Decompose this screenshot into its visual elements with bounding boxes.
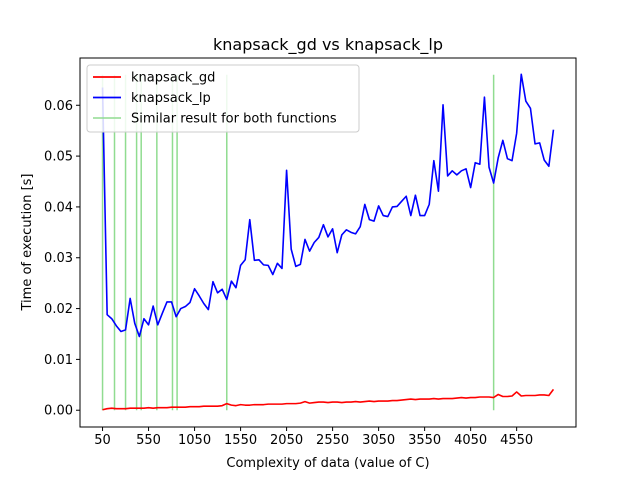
x-tick-label-1: 550 <box>136 433 161 448</box>
x-tick-label-5: 2550 <box>316 433 349 448</box>
x-axis: 50 550 1050 1550 2050 2550 3050 3550 4050 4550 <box>94 427 533 448</box>
y-axis-label: Time of execution [s] <box>20 173 35 311</box>
legend-label-0: knapsack_gd <box>131 71 215 86</box>
y-tick-label-1: 0.01 <box>44 353 73 368</box>
x-tick-label-0: 50 <box>94 433 111 448</box>
legend-box <box>86 64 360 133</box>
y-axis: 0.00 0.01 0.02 0.03 0.04 0.05 0.06 <box>44 99 80 419</box>
x-tick-label-6: 3050 <box>362 433 395 448</box>
legend: knapsack_gd knapsack_lp Similar result for… <box>86 64 360 133</box>
y-tick-label-0: 0.00 <box>44 404 73 419</box>
y-tick-label-2: 0.02 <box>44 302 73 317</box>
series-line-knapsack-lp <box>101 73 555 338</box>
series-line-knapsack-gd <box>102 388 555 411</box>
y-tick-label-3: 0.03 <box>44 251 73 266</box>
legend-label-2: Similar result for both functions <box>131 112 337 127</box>
y-tick-label-5: 0.05 <box>44 150 73 165</box>
x-tick-label-8: 4050 <box>454 433 487 448</box>
legend-label-1: knapsack_lp <box>131 91 211 106</box>
series-layer <box>101 73 555 411</box>
x-tick-label-3: 1550 <box>224 433 257 448</box>
y-tick-label-4: 0.04 <box>44 200 73 215</box>
x-tick-label-7: 3550 <box>408 433 441 448</box>
plot-frame <box>79 57 577 428</box>
x-tick-label-4: 2050 <box>270 433 303 448</box>
y-tick-label-6: 0.06 <box>44 99 73 114</box>
x-axis-label: Complexity of data (value of C) <box>226 456 429 471</box>
chart-title: knapsack_gd vs knapsack_lp <box>213 35 443 55</box>
x-tick-label-2: 1050 <box>178 433 211 448</box>
x-tick-label-9: 4550 <box>500 433 533 448</box>
